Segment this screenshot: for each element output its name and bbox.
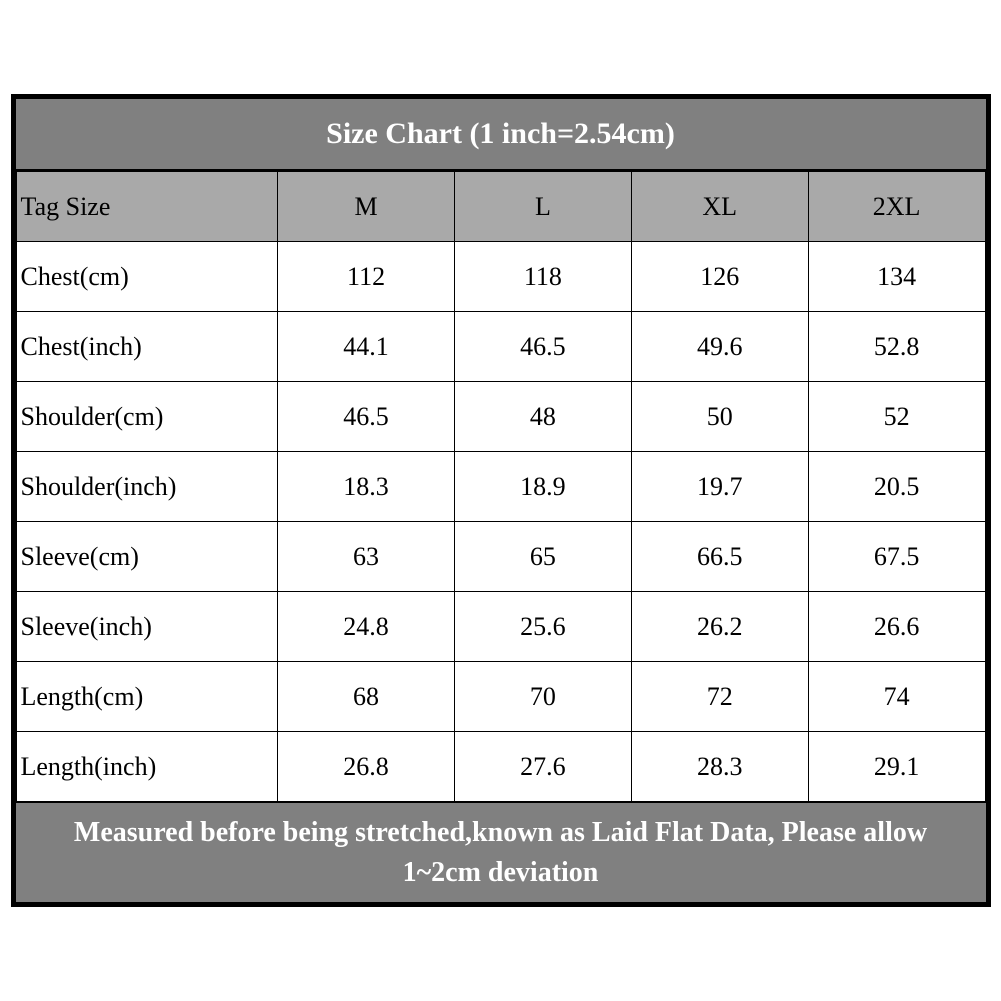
cell-value: 44.1 <box>278 312 455 382</box>
cell-value: 65 <box>454 522 631 592</box>
cell-value: 126 <box>631 242 808 312</box>
row-label: Length(cm) <box>16 662 278 732</box>
cell-value: 19.7 <box>631 452 808 522</box>
row-label: Chest(cm) <box>16 242 278 312</box>
row-label: Sleeve(inch) <box>16 592 278 662</box>
cell-value: 46.5 <box>278 382 455 452</box>
table-row: Chest(cm) 112 118 126 134 <box>16 242 985 312</box>
cell-value: 74 <box>808 662 985 732</box>
table-row: Length(inch) 26.8 27.6 28.3 29.1 <box>16 732 985 802</box>
cell-value: 63 <box>278 522 455 592</box>
cell-value: 26.2 <box>631 592 808 662</box>
row-label: Chest(inch) <box>16 312 278 382</box>
cell-value: 26.8 <box>278 732 455 802</box>
cell-value: 50 <box>631 382 808 452</box>
cell-value: 52 <box>808 382 985 452</box>
table-row: Sleeve(cm) 63 65 66.5 67.5 <box>16 522 985 592</box>
cell-value: 28.3 <box>631 732 808 802</box>
size-chart-container: Size Chart (1 inch=2.54cm) Tag Size M L … <box>11 94 991 906</box>
header-size-xl: XL <box>631 172 808 242</box>
cell-value: 118 <box>454 242 631 312</box>
chart-footer-note: Measured before being stretched,known as… <box>16 802 986 901</box>
cell-value: 48 <box>454 382 631 452</box>
cell-value: 49.6 <box>631 312 808 382</box>
cell-value: 72 <box>631 662 808 732</box>
cell-value: 26.6 <box>808 592 985 662</box>
size-table: Tag Size M L XL 2XL Chest(cm) 112 118 12… <box>16 171 986 802</box>
cell-value: 66.5 <box>631 522 808 592</box>
cell-value: 46.5 <box>454 312 631 382</box>
chart-title: Size Chart (1 inch=2.54cm) <box>16 99 986 171</box>
table-row: Length(cm) 68 70 72 74 <box>16 662 985 732</box>
header-size-2xl: 2XL <box>808 172 985 242</box>
cell-value: 27.6 <box>454 732 631 802</box>
cell-value: 52.8 <box>808 312 985 382</box>
cell-value: 25.6 <box>454 592 631 662</box>
header-size-m: M <box>278 172 455 242</box>
row-label: Length(inch) <box>16 732 278 802</box>
cell-value: 112 <box>278 242 455 312</box>
row-label: Shoulder(inch) <box>16 452 278 522</box>
table-header-row: Tag Size M L XL 2XL <box>16 172 985 242</box>
table-row: Shoulder(cm) 46.5 48 50 52 <box>16 382 985 452</box>
header-size-l: L <box>454 172 631 242</box>
table-row: Chest(inch) 44.1 46.5 49.6 52.8 <box>16 312 985 382</box>
table-row: Shoulder(inch) 18.3 18.9 19.7 20.5 <box>16 452 985 522</box>
cell-value: 67.5 <box>808 522 985 592</box>
cell-value: 24.8 <box>278 592 455 662</box>
header-tag-size: Tag Size <box>16 172 278 242</box>
cell-value: 18.3 <box>278 452 455 522</box>
table-row: Sleeve(inch) 24.8 25.6 26.2 26.6 <box>16 592 985 662</box>
row-label: Sleeve(cm) <box>16 522 278 592</box>
cell-value: 70 <box>454 662 631 732</box>
row-label: Shoulder(cm) <box>16 382 278 452</box>
cell-value: 20.5 <box>808 452 985 522</box>
cell-value: 29.1 <box>808 732 985 802</box>
cell-value: 68 <box>278 662 455 732</box>
cell-value: 18.9 <box>454 452 631 522</box>
cell-value: 134 <box>808 242 985 312</box>
